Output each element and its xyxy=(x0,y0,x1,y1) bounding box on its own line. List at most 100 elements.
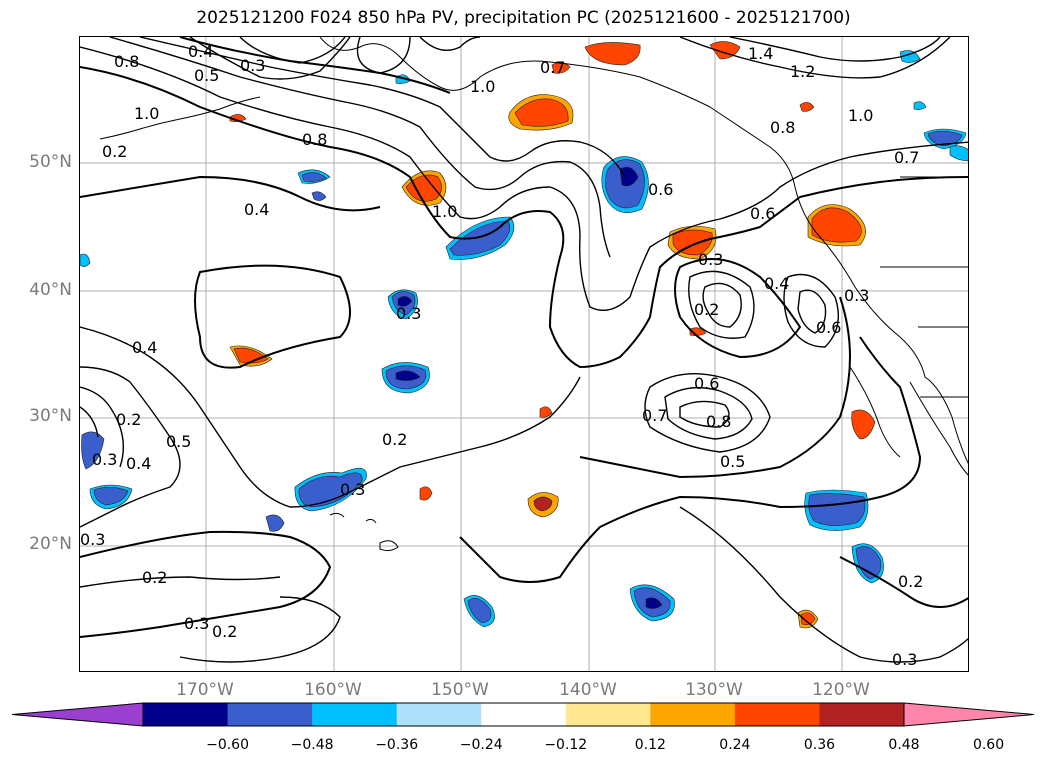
contour-label: 0.3 xyxy=(340,480,365,499)
contour-label: 1.0 xyxy=(134,104,159,123)
map-panel: 0.8 0.4 0.3 0.5 1.0 0.7 1.4 1.2 0.2 0.8 … xyxy=(79,36,969,672)
precip-blob xyxy=(645,597,663,609)
contour-label: 0.7 xyxy=(540,58,565,77)
contour-label: 0.7 xyxy=(894,148,919,167)
pv-contour xyxy=(194,264,351,369)
lon-label-150w: 150°W xyxy=(431,680,489,700)
pv-contour xyxy=(109,37,611,258)
contour-label: 0.3 xyxy=(92,450,117,469)
contour-label: 0.5 xyxy=(720,452,745,471)
colorbar-tick-label: 0.60 xyxy=(972,737,1005,753)
pv-contours xyxy=(80,37,968,663)
colorbar-segment xyxy=(481,703,567,726)
precip-blob xyxy=(539,406,553,418)
contour-label: 0.2 xyxy=(694,300,719,319)
lon-label-170w: 170°W xyxy=(176,680,234,700)
pv-contour xyxy=(179,596,341,663)
lon-label-120w: 120°W xyxy=(812,680,870,700)
lat-label-40n: 40°N xyxy=(29,280,72,300)
pv-contour xyxy=(80,175,381,212)
contour-label: 0.6 xyxy=(750,204,775,223)
contour-label: 0.3 xyxy=(240,56,265,75)
contour-label: 0.8 xyxy=(114,52,139,71)
contour-label: 0.4 xyxy=(188,42,213,61)
colorbar-tick-label: −0.12 xyxy=(544,737,588,753)
contour-label: 0.8 xyxy=(770,118,795,137)
pv-contour xyxy=(356,37,411,74)
contour-label: 0.3 xyxy=(184,614,209,633)
contour-label: 0.2 xyxy=(382,430,407,449)
colorbar-tick-label: 0.12 xyxy=(634,737,666,753)
pv-contour xyxy=(644,372,771,453)
colorbar-segment xyxy=(819,703,905,726)
contour-label: 0.4 xyxy=(132,338,157,357)
pv-contour xyxy=(797,289,827,334)
precip-blob xyxy=(311,191,327,201)
coastline-inland xyxy=(880,176,968,398)
pv-contour xyxy=(80,46,968,311)
pv-contour xyxy=(674,258,802,359)
contour-label: 0.2 xyxy=(102,142,127,161)
precip-blob xyxy=(949,145,968,162)
precip-blob xyxy=(467,598,492,624)
precip-blob xyxy=(533,496,553,512)
lon-label-130w: 130°W xyxy=(685,680,743,700)
coastline-north-america xyxy=(319,37,968,464)
pv-contour xyxy=(419,37,481,51)
pv-contour xyxy=(679,506,968,663)
colorbar-tick-label: −0.48 xyxy=(290,737,334,753)
contour-label: 0.5 xyxy=(166,432,191,451)
map-title: 2025121200 F024 850 hPa PV, precipitatio… xyxy=(196,8,851,28)
pv-contour-labels: 0.8 0.4 0.3 0.5 1.0 0.7 1.4 1.2 0.2 0.8 … xyxy=(80,42,923,669)
pv-contour xyxy=(679,37,951,79)
coastline-hawaii xyxy=(329,512,399,552)
colorbar-segment xyxy=(312,703,398,726)
colorbar-segment xyxy=(227,703,313,726)
precip-blob xyxy=(584,42,641,66)
lon-label-140w: 140°W xyxy=(559,680,617,700)
pv-contour xyxy=(839,556,968,608)
contour-label: 0.3 xyxy=(698,250,723,269)
pv-contour xyxy=(702,282,742,328)
contour-label: 0.8 xyxy=(302,130,327,149)
coastline-alaska-islands xyxy=(99,96,261,140)
contour-label: 1.0 xyxy=(848,106,873,125)
precip-blob xyxy=(808,493,866,526)
colorbar-tick-label: 0.48 xyxy=(888,737,920,753)
pv-contour xyxy=(80,406,99,438)
colorbar-extend-high xyxy=(903,702,1035,727)
pv-contour xyxy=(579,296,852,479)
precip-blob xyxy=(927,130,963,147)
pv-contour xyxy=(80,386,125,468)
pv-contour xyxy=(80,66,968,369)
precip-blob xyxy=(397,296,413,307)
contour-label: 0.4 xyxy=(764,274,789,293)
pv-contour xyxy=(80,530,332,638)
pv-contour xyxy=(783,273,839,348)
coastline-mexico xyxy=(909,381,968,476)
contour-label: 0.2 xyxy=(212,622,237,641)
pv-contour xyxy=(139,37,626,178)
colorbar-tick-label: 0.36 xyxy=(803,737,836,753)
lon-label-160w: 160°W xyxy=(304,680,362,700)
pv-contour xyxy=(688,270,755,339)
precip-blob xyxy=(81,431,105,470)
pv-contour xyxy=(80,366,181,528)
precip-blob xyxy=(619,166,639,187)
precip-blob xyxy=(899,50,921,63)
precip-blob xyxy=(265,514,285,532)
contour-label: 1.4 xyxy=(748,44,773,63)
contour-label: 0.2 xyxy=(142,568,167,587)
contour-label: 1.0 xyxy=(470,77,495,96)
lat-label-50n: 50°N xyxy=(29,152,72,172)
colorbar-segment xyxy=(396,703,482,726)
contour-label: 0.4 xyxy=(126,454,151,473)
precip-positive xyxy=(229,41,876,629)
pv-contour xyxy=(80,576,281,588)
colorbar-tick-label: 0.24 xyxy=(719,737,751,753)
precip-blob xyxy=(405,174,442,202)
contour-label: 0.3 xyxy=(844,286,869,305)
gridlines xyxy=(80,37,968,671)
pv-contour xyxy=(459,336,922,583)
precip-blob xyxy=(800,612,816,626)
